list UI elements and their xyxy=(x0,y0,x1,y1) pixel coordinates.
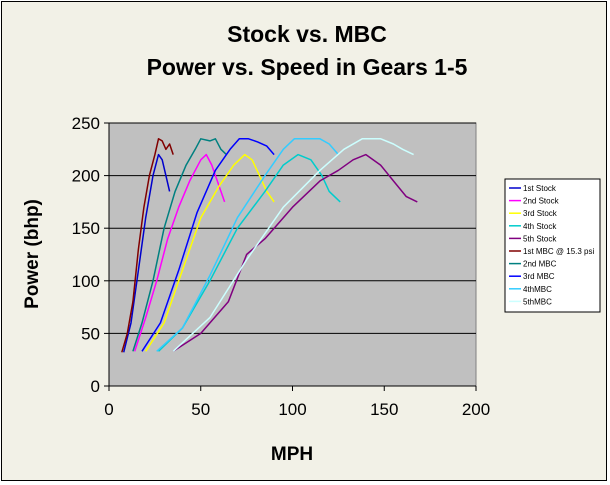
legend-label: 4thMBC xyxy=(523,285,552,294)
series-line-5 xyxy=(172,153,418,352)
series-line-8 xyxy=(141,138,275,352)
y-tick-label: 100 xyxy=(72,272,100,291)
series-line-4 xyxy=(157,153,341,352)
y-tick-label: 150 xyxy=(72,219,100,238)
x-tick-label: 50 xyxy=(191,400,210,419)
legend-label: 1st Stock xyxy=(523,184,557,193)
y-tick-label: 50 xyxy=(81,324,100,343)
y-tick-label: 0 xyxy=(91,377,100,396)
chart-title: Stock vs. MBC xyxy=(227,21,387,47)
series-line-9 xyxy=(156,138,339,352)
x-tick-labels: 0 50 100 150 200 xyxy=(104,400,490,419)
legend: 1st Stock 2nd Stock 3rd Stock 4th Stock 5th … xyxy=(509,184,594,306)
legend-label: 4th Stock xyxy=(523,222,557,231)
legend-label: 5th Stock xyxy=(523,234,557,243)
x-tick-label: 0 xyxy=(104,400,113,419)
series-line-6 xyxy=(121,138,174,353)
series-layer xyxy=(121,138,418,353)
legend-label: 5thMBC xyxy=(523,297,552,306)
x-tick-label: 100 xyxy=(278,400,306,419)
x-axis-title: MPH xyxy=(271,444,313,465)
chart-subtitle: Power vs. Speed in Gears 1-5 xyxy=(147,54,468,80)
legend-label: 3rd MBC xyxy=(523,272,555,281)
x-tick-label: 200 xyxy=(462,400,490,419)
legend-label: 2nd MBC xyxy=(523,260,557,269)
x-tick-label: 150 xyxy=(370,400,398,419)
y-tick-labels: 0 50 100 150 200 250 xyxy=(72,114,100,396)
plot-area xyxy=(108,122,477,387)
y-tick-label: 250 xyxy=(72,114,100,133)
series-line-10 xyxy=(172,138,414,352)
legend-label: 3rd Stock xyxy=(523,209,558,218)
axes xyxy=(104,122,477,391)
legend-label: 1st MBC @ 15.3 psi xyxy=(523,247,594,256)
legend-label: 2nd Stock xyxy=(523,197,560,206)
y-tick-label: 200 xyxy=(72,167,100,186)
y-axis-title: Power (bhp) xyxy=(22,199,43,309)
gridlines xyxy=(109,122,476,334)
series-line-7 xyxy=(132,138,227,352)
series-line-1 xyxy=(122,153,171,353)
